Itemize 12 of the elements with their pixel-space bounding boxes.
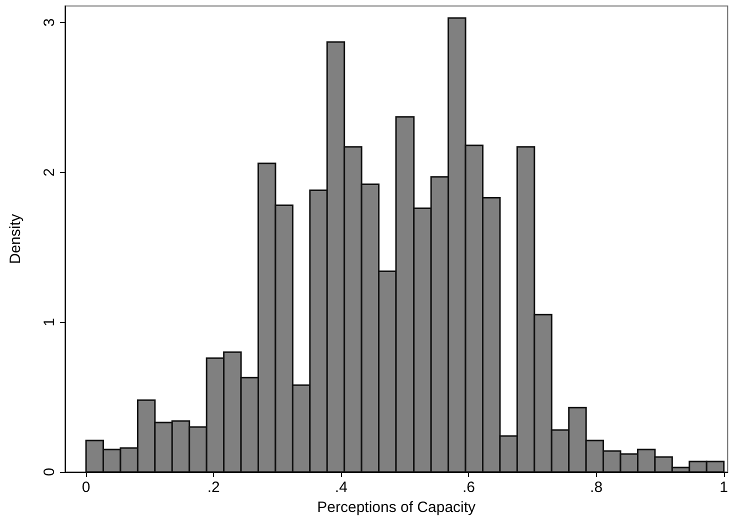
x-tick-label: 0 — [82, 479, 90, 496]
y-axis-title: Density — [7, 214, 24, 264]
x-tick-label: .8 — [590, 479, 603, 496]
y-tick-label: 2 — [41, 168, 58, 176]
y-tick-label: 1 — [41, 318, 58, 326]
x-tick-label: 1 — [720, 479, 728, 496]
x-tick-label: .6 — [462, 479, 475, 496]
x-axis-title: Perceptions of Capacity — [317, 498, 476, 516]
x-tick-label: .4 — [334, 479, 348, 496]
y-tick-label: 3 — [41, 18, 58, 27]
y-tick-label: 0 — [41, 468, 58, 476]
x-tick-label: .2 — [207, 479, 220, 496]
